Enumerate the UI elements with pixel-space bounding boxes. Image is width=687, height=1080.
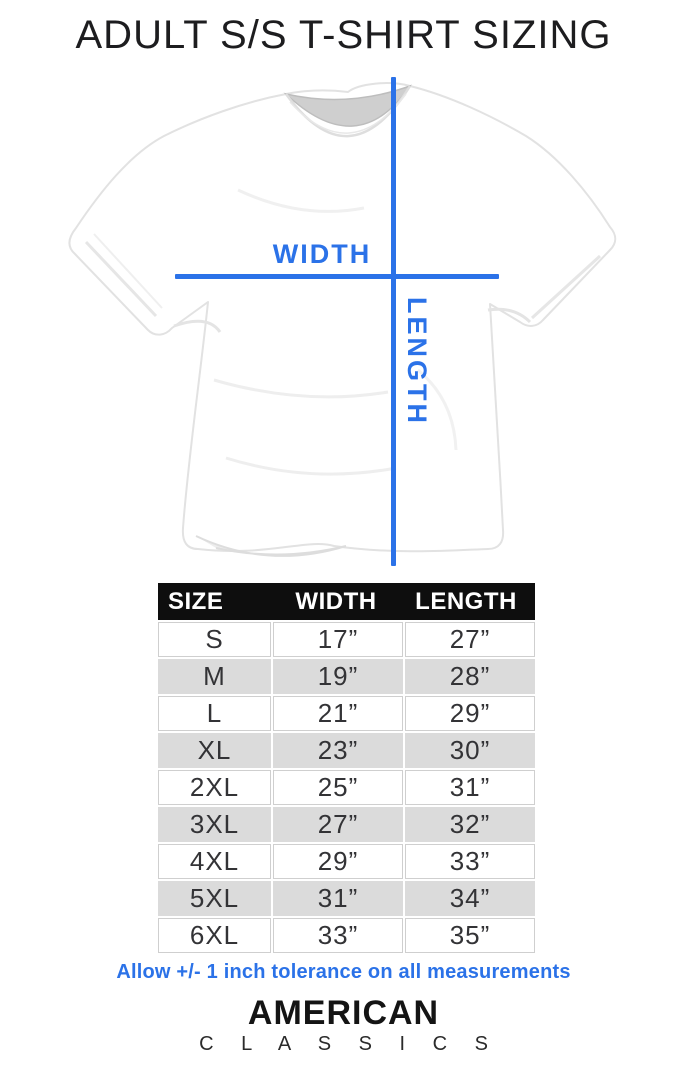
size-table-body: S 17” 27” M 19” 28” L 21” 29” XL 23” 30” 2XL 25” 31” 3X…: [158, 622, 535, 953]
table-cell: 28”: [405, 659, 535, 694]
left-underarm-shadow: [173, 319, 222, 333]
table-cell: 17”: [273, 622, 403, 657]
table-cell: XL: [158, 733, 271, 768]
table-cell: L: [158, 696, 271, 731]
table-row: 5XL 31” 34”: [158, 881, 535, 916]
length-diagram-label: LENGTH: [402, 297, 432, 426]
length-measure-line: [391, 77, 396, 566]
column-header-width: WIDTH: [295, 588, 377, 615]
table-cell: 30”: [405, 733, 535, 768]
table-cell: 6XL: [158, 918, 271, 953]
table-row: 4XL 29” 33”: [158, 844, 535, 879]
size-chart-table: SIZE WIDTH LENGTH S 17” 27” M 19” 28” L 21” 29” XL 2…: [158, 583, 535, 953]
table-cell: S: [158, 622, 271, 657]
brand-name-classics: C L A S S I C S: [199, 1033, 499, 1055]
table-cell: 5XL: [158, 881, 271, 916]
table-cell: 2XL: [158, 770, 271, 805]
column-header-length: LENGTH: [415, 588, 517, 615]
table-cell: 33”: [273, 918, 403, 953]
table-cell: 29”: [405, 696, 535, 731]
table-row: M 19” 28”: [158, 659, 535, 694]
column-header-size: SIZE: [168, 588, 224, 615]
table-cell: 35”: [405, 918, 535, 953]
table-cell: 23”: [273, 733, 403, 768]
left-sleeve-hem: [84, 240, 158, 318]
wrinkle-2: [213, 378, 389, 399]
table-row: 3XL 27” 32”: [158, 807, 535, 842]
width-measure-line: [175, 274, 499, 279]
table-cell: 31”: [405, 770, 535, 805]
hem-curl: [195, 535, 347, 557]
table-row: 6XL 33” 35”: [158, 918, 535, 953]
table-cell: 21”: [273, 696, 403, 731]
table-cell: 3XL: [158, 807, 271, 842]
table-cell: 33”: [405, 844, 535, 879]
page-title: ADULT S/S T-SHIRT SIZING: [75, 13, 612, 57]
tshirt-illustration: [68, 82, 617, 557]
brand-name-american: AMERICAN: [247, 994, 440, 1032]
wrinkle-3: [225, 456, 397, 476]
width-diagram-label: WIDTH: [272, 239, 372, 269]
right-underarm-shadow: [487, 307, 532, 324]
brand-logo: AMERICAN C L A S S I C S: [0, 996, 687, 1056]
table-cell: 27”: [273, 807, 403, 842]
table-cell: 4XL: [158, 844, 271, 879]
table-cell: 19”: [273, 659, 403, 694]
table-cell: 32”: [405, 807, 535, 842]
tshirt-image: [58, 70, 628, 572]
table-row: XL 23” 30”: [158, 733, 535, 768]
right-sleeve-hem: [530, 254, 602, 320]
table-row: 2XL 25” 31”: [158, 770, 535, 805]
table-row: L 21” 29”: [158, 696, 535, 731]
table-cell: 31”: [273, 881, 403, 916]
tolerance-note: Allow +/- 1 inch tolerance on all measur…: [116, 961, 571, 983]
tshirt-body: [68, 82, 617, 553]
table-cell: 34”: [405, 881, 535, 916]
wrinkle-4: [417, 368, 458, 451]
table-row: S 17” 27”: [158, 622, 535, 657]
left-sleeve-hem-inner: [93, 233, 163, 309]
size-table-header: SIZE WIDTH LENGTH: [158, 583, 535, 620]
table-cell: 29”: [273, 844, 403, 879]
wrinkle-1: [237, 188, 365, 213]
table-cell: 25”: [273, 770, 403, 805]
table-cell: M: [158, 659, 271, 694]
table-cell: 27”: [405, 622, 535, 657]
